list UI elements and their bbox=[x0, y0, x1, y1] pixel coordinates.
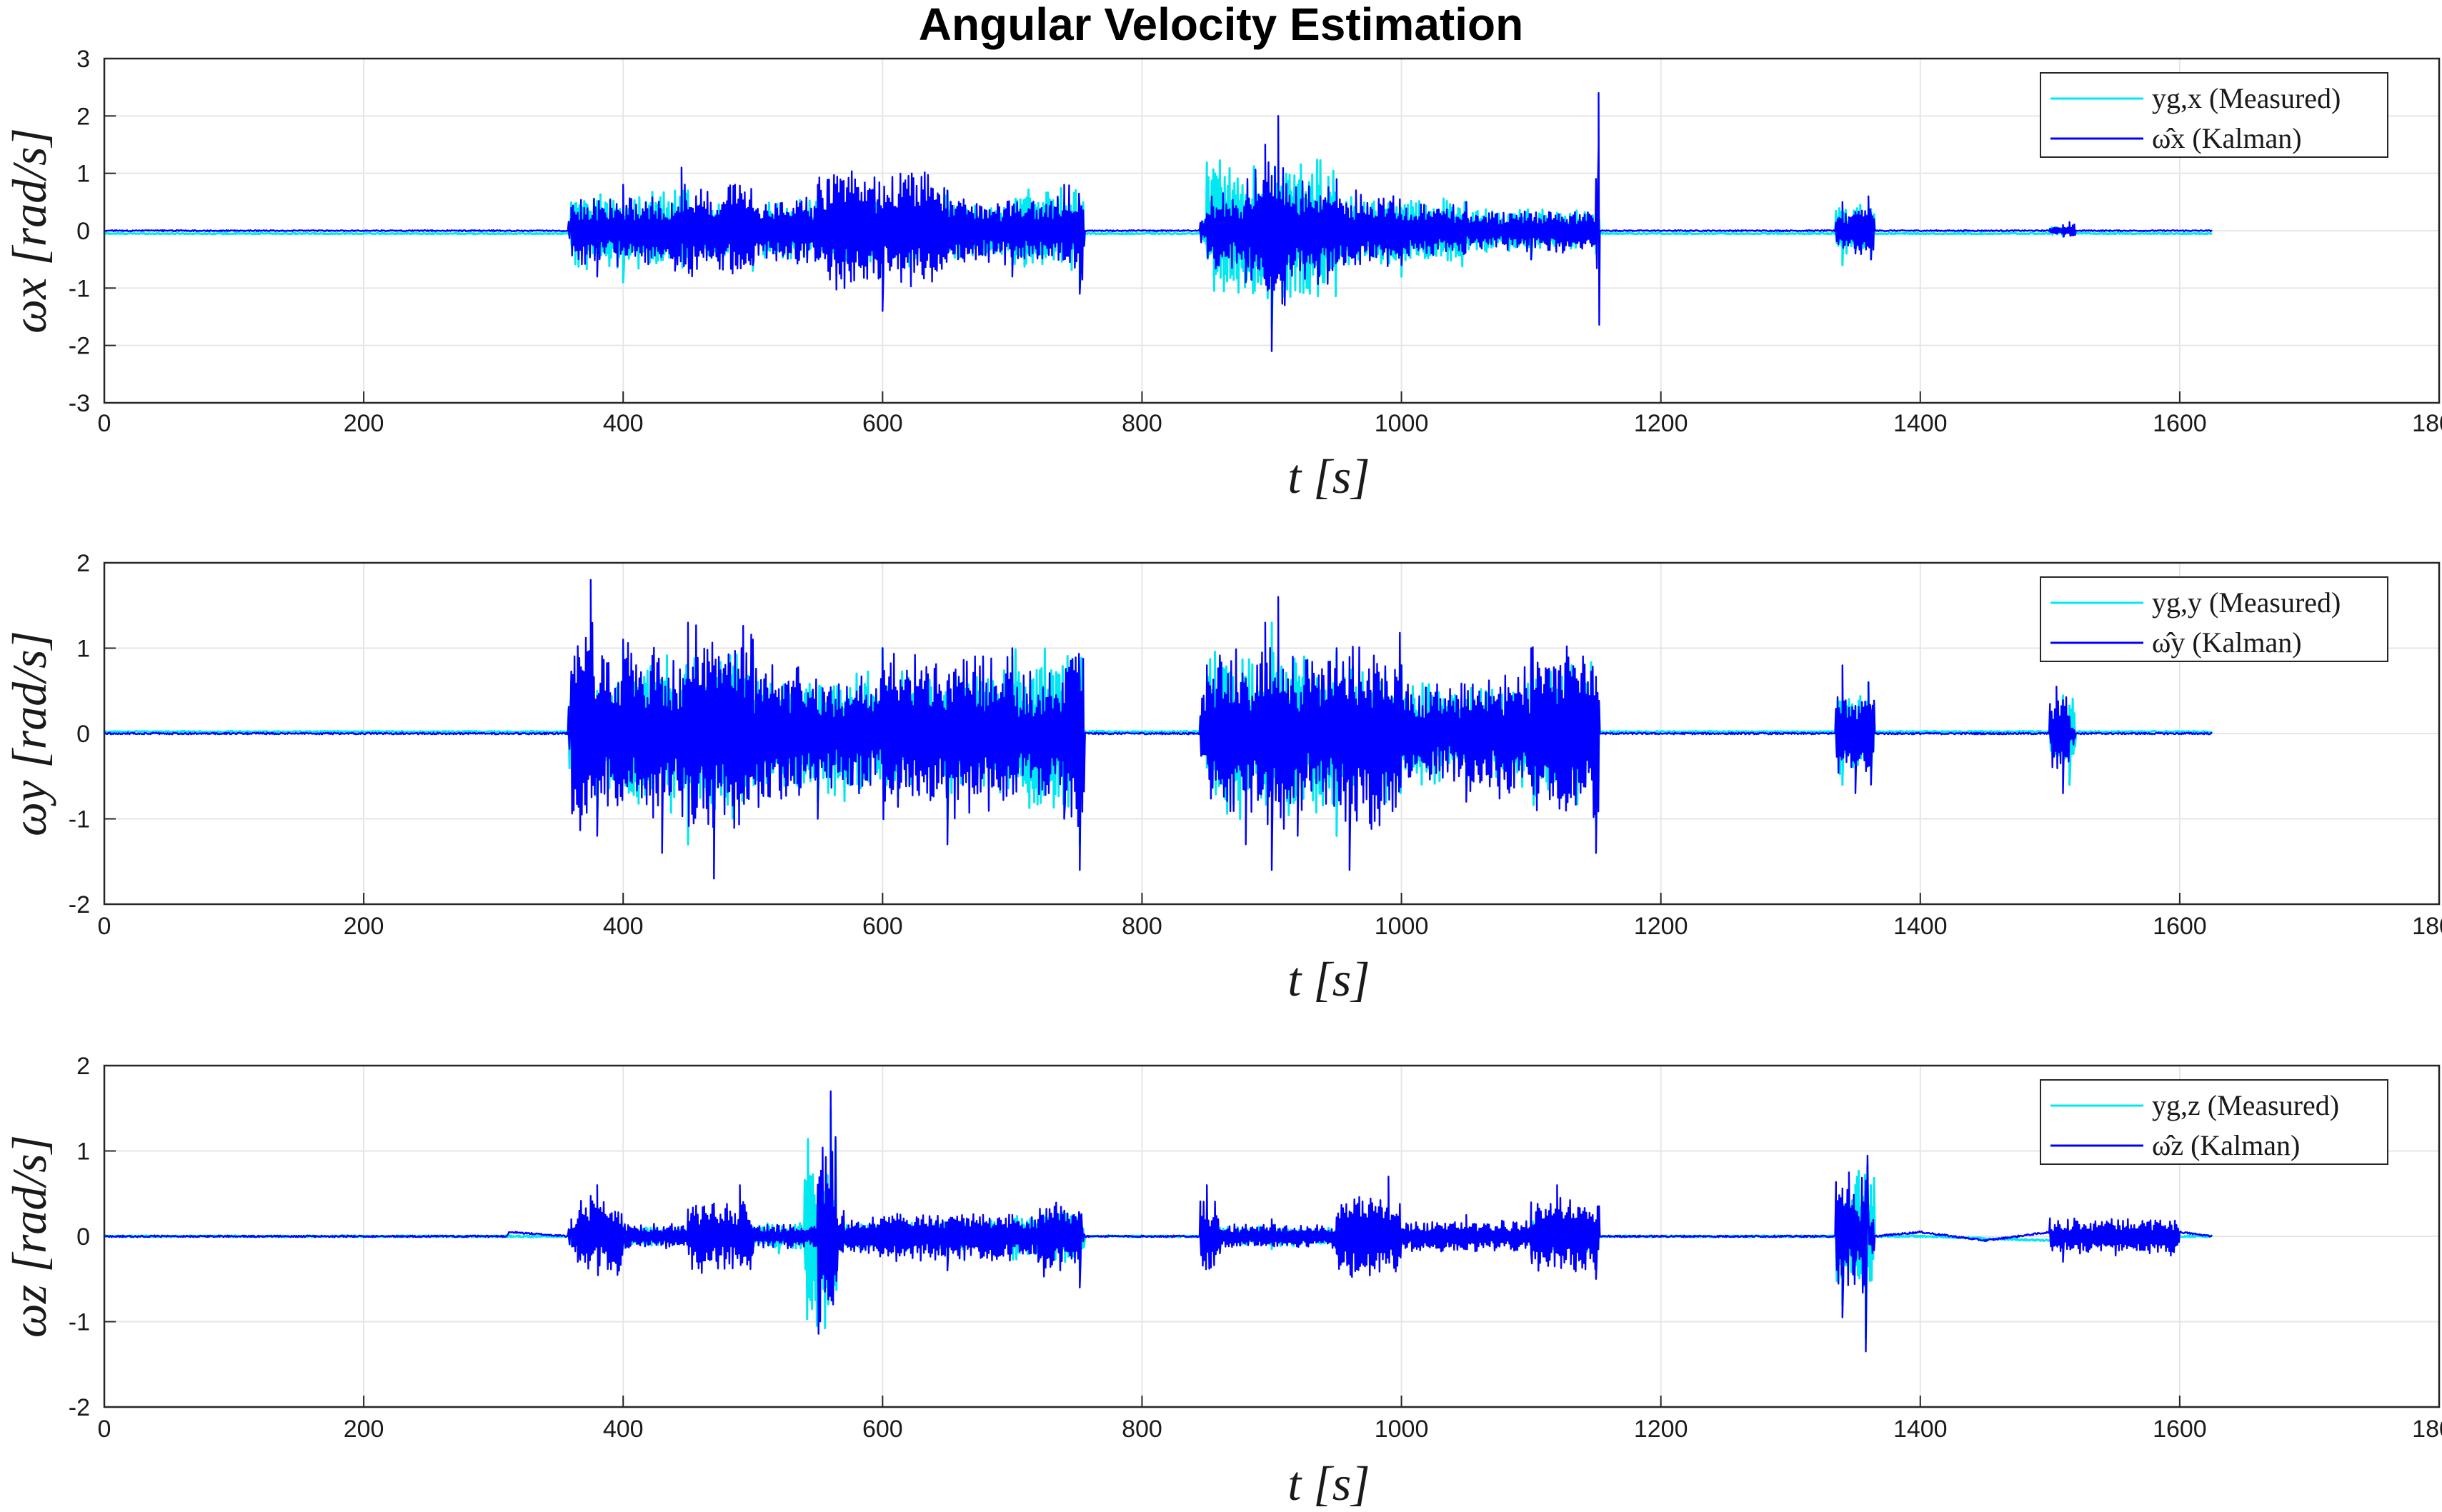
x-tick-label: 1200 bbox=[1634, 410, 1688, 437]
x-tick-label: 1000 bbox=[1375, 1416, 1429, 1443]
x-tick-label: 1600 bbox=[2153, 913, 2207, 940]
y-tick-label: -1 bbox=[69, 1309, 90, 1336]
y-tick-label: 1 bbox=[76, 636, 90, 663]
x-tick-label: 1400 bbox=[1893, 913, 1948, 940]
y-tick-label: 3 bbox=[76, 46, 90, 73]
panel-2: 0 200 400 600 800 1000 1200 1400 1600 1800 2 1 0 -1 -2… bbox=[2, 550, 2442, 1006]
y-tick-label: -2 bbox=[69, 1394, 90, 1421]
x-tick-label: 1200 bbox=[1634, 913, 1688, 940]
y-tick-label: 2 bbox=[76, 1053, 90, 1080]
x-tick-label: 800 bbox=[1122, 410, 1162, 437]
x-tick-label: 600 bbox=[862, 410, 903, 437]
x-tick-label: 0 bbox=[98, 410, 111, 437]
legend-entry: ω̂x (Kalman) bbox=[2152, 122, 2302, 154]
x-tick-label: 1600 bbox=[2153, 1416, 2207, 1443]
x-tick-label: 200 bbox=[344, 913, 384, 940]
x-tick-label: 1400 bbox=[1893, 1416, 1948, 1443]
x-tick-label: 0 bbox=[98, 1416, 111, 1443]
y-tick-label: 1 bbox=[76, 1138, 90, 1166]
panel-1: 0 200 400 600 800 1000 1200 1400 1600 1800 3 2 1 0 -1 -… bbox=[2, 46, 2442, 504]
y-tick-label: 0 bbox=[76, 1223, 90, 1251]
y-tick-label: 0 bbox=[76, 218, 90, 245]
x-tick-label: 800 bbox=[1122, 913, 1162, 940]
plot-frame bbox=[103, 57, 2441, 404]
x-tick-label: 1400 bbox=[1893, 410, 1948, 437]
x-tick-label: 1800 bbox=[2412, 410, 2442, 437]
series-line-kalman bbox=[103, 1090, 2213, 1353]
series-line-measured bbox=[103, 1107, 2213, 1340]
y-tick-label: 0 bbox=[76, 721, 90, 748]
y-tick-label: 2 bbox=[76, 103, 90, 130]
y-axis-label: ωx [rad/s] bbox=[2, 128, 56, 334]
x-tick-label: 0 bbox=[98, 913, 111, 940]
series-line-measured bbox=[103, 159, 2213, 330]
legend-entry: yg,x (Measured) bbox=[2152, 82, 2341, 114]
legend-box bbox=[2040, 1079, 2388, 1165]
chart-title: Angular Velocity Estimation bbox=[918, 0, 1524, 50]
x-tick-label: 200 bbox=[344, 1416, 384, 1443]
plot-frame bbox=[103, 561, 2441, 906]
legend-entry: yg,z (Measured) bbox=[2152, 1089, 2339, 1121]
x-axis-label: t [s] bbox=[1287, 449, 1370, 504]
x-tick-label: 400 bbox=[603, 913, 644, 940]
x-tick-label: 1000 bbox=[1375, 410, 1429, 437]
x-axis-label: t [s] bbox=[1287, 1456, 1370, 1511]
y-axis-label: ωy [rad/s] bbox=[2, 631, 56, 836]
x-axis-label: t [s] bbox=[1287, 952, 1370, 1006]
panel-3: 0 200 400 600 800 1000 1200 1400 1600 1800 2 1 0 -1 -2… bbox=[2, 1053, 2442, 1511]
series-line-kalman bbox=[103, 579, 2213, 880]
x-tick-label: 400 bbox=[603, 1416, 644, 1443]
y-tick-label: -1 bbox=[69, 806, 90, 833]
x-tick-label: 600 bbox=[862, 1416, 903, 1443]
x-tick-label: 800 bbox=[1122, 1416, 1162, 1443]
legend-entry: ω̂z (Kalman) bbox=[2152, 1129, 2300, 1161]
y-axis-label: ωz [rad/s] bbox=[2, 1135, 56, 1338]
y-tick-label: -2 bbox=[69, 333, 90, 360]
x-tick-label: 400 bbox=[603, 410, 644, 437]
x-tick-label: 600 bbox=[862, 913, 903, 940]
y-tick-label: -3 bbox=[69, 390, 90, 417]
x-tick-label: 1800 bbox=[2412, 1416, 2442, 1443]
x-tick-label: 1200 bbox=[1634, 1416, 1688, 1443]
x-tick-label: 1000 bbox=[1375, 913, 1429, 940]
legend-box bbox=[2040, 576, 2388, 662]
legend-box bbox=[2040, 72, 2388, 158]
series-line-kalman bbox=[103, 92, 2213, 352]
y-tick-label: 1 bbox=[76, 161, 90, 188]
x-tick-label: 1600 bbox=[2153, 410, 2207, 437]
y-tick-label: 2 bbox=[76, 550, 90, 577]
x-tick-label: 200 bbox=[344, 410, 384, 437]
y-tick-label: -2 bbox=[69, 891, 90, 918]
legend-entry: ω̂y (Kalman) bbox=[2152, 626, 2302, 659]
legend-entry: yg,y (Measured) bbox=[2152, 586, 2341, 619]
y-tick-label: -1 bbox=[69, 275, 90, 302]
plot-frame bbox=[103, 1064, 2441, 1408]
x-tick-label: 1800 bbox=[2412, 913, 2442, 940]
